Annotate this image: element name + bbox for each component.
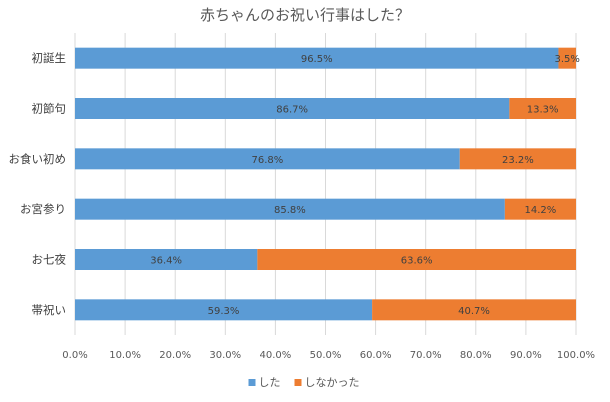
- legend-swatch: [248, 379, 256, 386]
- data-label: 40.7%: [458, 306, 490, 317]
- bar-segment: [257, 249, 576, 270]
- data-label: 13.3%: [527, 105, 559, 116]
- bar-segment: [459, 148, 576, 170]
- data-labels: 96.5% 3.5% 86.7% 13.3% 76.8% 23.2% 85.8% 14.2% 3…: [150, 54, 580, 317]
- data-label: 63.6%: [401, 256, 433, 267]
- data-label: 85.8%: [274, 205, 306, 216]
- category-label: 初誕生: [32, 51, 67, 65]
- data-label: 14.2%: [525, 205, 557, 216]
- category-label: お七夜: [32, 253, 67, 267]
- data-label: 76.8%: [251, 155, 283, 166]
- legend-swatch: [294, 379, 302, 386]
- data-label: 3.5%: [555, 54, 580, 65]
- data-label: 36.4%: [150, 256, 182, 267]
- category-label: お食い初め: [9, 152, 67, 166]
- data-label: 59.3%: [208, 306, 240, 317]
- x-tick-labels: 0.0% 10.0% 20.0% 30.0% 40.0% 50.0% 60.0% 70.0% 8…: [62, 350, 595, 361]
- bar-segment: [75, 47, 559, 69]
- x-tick-label: 100.0%: [557, 350, 595, 361]
- data-label: 23.2%: [502, 155, 534, 166]
- x-tick-label: 90.0%: [510, 350, 542, 361]
- bar-segment: [509, 98, 576, 119]
- x-tick-label: 20.0%: [159, 350, 191, 361]
- category-label: 帯祝い: [32, 303, 67, 317]
- bar-segment: [75, 98, 510, 119]
- x-tick-label: 60.0%: [360, 350, 392, 361]
- chart-title: 赤ちゃんのお祝い行事はした？: [200, 6, 410, 24]
- bar-segment: [75, 148, 460, 170]
- category-label: お宮参り: [20, 202, 66, 216]
- x-tick-label: 10.0%: [109, 350, 141, 361]
- bar-segment: [558, 47, 576, 69]
- bar-segment: [75, 198, 505, 220]
- bars: [75, 47, 576, 321]
- x-tick-label: 70.0%: [410, 350, 442, 361]
- bar-segment: [75, 249, 258, 270]
- bar-segment: [75, 299, 373, 321]
- x-tick-label: 80.0%: [460, 350, 492, 361]
- x-tick-label: 40.0%: [260, 350, 292, 361]
- bar-segment: [372, 299, 576, 321]
- legend-label: した: [259, 376, 281, 389]
- data-label: 96.5%: [301, 54, 333, 65]
- x-tick-label: 30.0%: [209, 350, 241, 361]
- legend-label: しなかった: [305, 376, 360, 389]
- bar-segment: [504, 198, 576, 220]
- x-tick-label: 50.0%: [310, 350, 342, 361]
- legend: した しなかった: [248, 376, 360, 389]
- x-tick-label: 0.0%: [62, 350, 87, 361]
- grid: [74, 33, 577, 335]
- category-label: 初節句: [32, 102, 67, 116]
- data-label: 86.7%: [276, 105, 308, 116]
